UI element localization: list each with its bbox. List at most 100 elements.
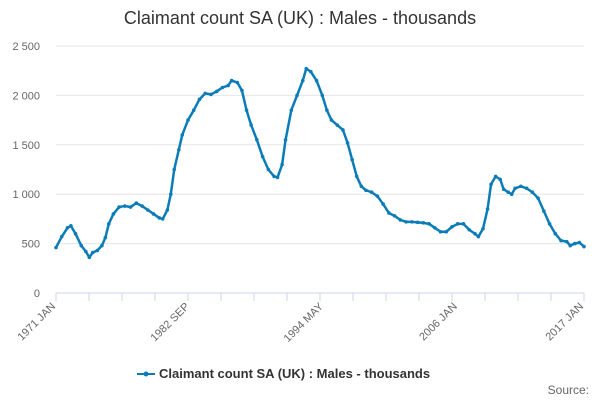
data-point[interactable] (309, 69, 313, 74)
data-point[interactable] (84, 249, 88, 254)
data-point[interactable] (168, 192, 173, 196)
data-point[interactable] (289, 108, 294, 113)
data-point[interactable] (214, 89, 219, 94)
data-point[interactable] (59, 234, 64, 239)
data-point[interactable] (229, 78, 234, 83)
data-point[interactable] (151, 212, 156, 216)
data-point[interactable] (220, 85, 225, 90)
data-point[interactable] (564, 239, 569, 244)
data-point[interactable] (542, 209, 546, 213)
data-point[interactable] (530, 190, 535, 195)
data-point[interactable] (489, 182, 493, 187)
data-point[interactable] (73, 231, 78, 236)
data-point[interactable] (111, 212, 116, 216)
data-point[interactable] (568, 243, 573, 248)
data-point[interactable] (260, 154, 265, 159)
data-point[interactable] (160, 217, 165, 221)
data-point[interactable] (87, 255, 92, 260)
data-point[interactable] (146, 208, 150, 212)
data-point[interactable] (280, 162, 284, 167)
data-point[interactable] (165, 208, 170, 212)
data-point[interactable] (506, 190, 511, 195)
data-point[interactable] (513, 186, 517, 191)
data-point[interactable] (341, 128, 345, 132)
data-point[interactable] (387, 211, 391, 215)
data-point[interactable] (359, 184, 364, 189)
data-point[interactable] (95, 248, 100, 253)
data-point[interactable] (320, 93, 325, 98)
data-point[interactable] (350, 157, 354, 162)
data-point[interactable] (345, 141, 350, 145)
data-point[interactable] (577, 240, 582, 245)
data-point[interactable] (427, 222, 431, 226)
data-point[interactable] (536, 196, 540, 200)
data-point[interactable] (69, 224, 73, 228)
source-credit[interactable]: Source: (548, 383, 589, 397)
data-point[interactable] (304, 66, 309, 71)
data-point[interactable] (107, 222, 111, 226)
data-point[interactable] (197, 97, 202, 102)
data-point[interactable] (493, 174, 498, 179)
data-point[interactable] (157, 216, 162, 220)
data-point[interactable] (476, 234, 481, 239)
data-point[interactable] (235, 80, 240, 85)
data-point[interactable] (203, 91, 208, 96)
data-point[interactable] (485, 207, 490, 211)
data-point[interactable] (272, 174, 276, 179)
data-point[interactable] (582, 244, 586, 249)
data-point[interactable] (140, 204, 144, 208)
data-point[interactable] (369, 190, 374, 195)
data-point[interactable] (573, 241, 577, 246)
data-point[interactable] (325, 108, 329, 113)
data-point[interactable] (103, 235, 108, 240)
data-point[interactable] (249, 123, 253, 127)
data-point[interactable] (295, 93, 299, 98)
data-point[interactable] (473, 231, 477, 236)
data-point[interactable] (519, 184, 523, 189)
data-point[interactable] (65, 225, 70, 230)
data-point[interactable] (392, 214, 397, 218)
data-point[interactable] (375, 194, 380, 198)
data-point[interactable] (54, 245, 58, 250)
data-point[interactable] (240, 88, 244, 93)
data-point[interactable] (438, 229, 443, 234)
data-point[interactable] (172, 167, 177, 172)
data-point[interactable] (314, 78, 319, 83)
data-point[interactable] (177, 147, 181, 152)
data-point[interactable] (79, 243, 84, 248)
data-point[interactable] (421, 221, 426, 225)
data-point[interactable] (329, 118, 334, 122)
data-point[interactable] (398, 218, 403, 222)
data-point[interactable] (501, 187, 506, 192)
data-point[interactable] (509, 192, 514, 196)
data-point[interactable] (354, 174, 359, 179)
data-point[interactable] (415, 220, 420, 225)
data-point[interactable] (335, 123, 340, 127)
data-point[interactable] (524, 186, 529, 191)
data-point[interactable] (117, 205, 121, 209)
series-line[interactable] (54, 67, 586, 259)
data-point[interactable] (134, 201, 139, 205)
data-point[interactable] (300, 78, 305, 83)
data-point[interactable] (410, 220, 414, 224)
data-point[interactable] (191, 108, 196, 113)
data-point[interactable] (455, 222, 460, 226)
data-point[interactable] (364, 188, 368, 193)
data-point[interactable] (553, 231, 558, 236)
data-point[interactable] (90, 250, 95, 255)
data-point[interactable] (209, 92, 213, 97)
data-point[interactable] (255, 138, 259, 142)
data-point[interactable] (180, 133, 185, 137)
data-point[interactable] (559, 238, 563, 243)
data-point[interactable] (498, 177, 503, 182)
data-point[interactable] (275, 175, 280, 180)
data-point[interactable] (461, 222, 466, 226)
data-point[interactable] (244, 108, 249, 113)
data-point[interactable] (467, 227, 472, 232)
data-point[interactable] (481, 226, 485, 231)
data-point[interactable] (444, 229, 449, 234)
data-point[interactable] (547, 222, 552, 226)
data-point[interactable] (100, 243, 104, 248)
legend[interactable]: Claimant count SA (UK) : Males - thousan… (137, 366, 430, 381)
data-point[interactable] (450, 225, 454, 229)
